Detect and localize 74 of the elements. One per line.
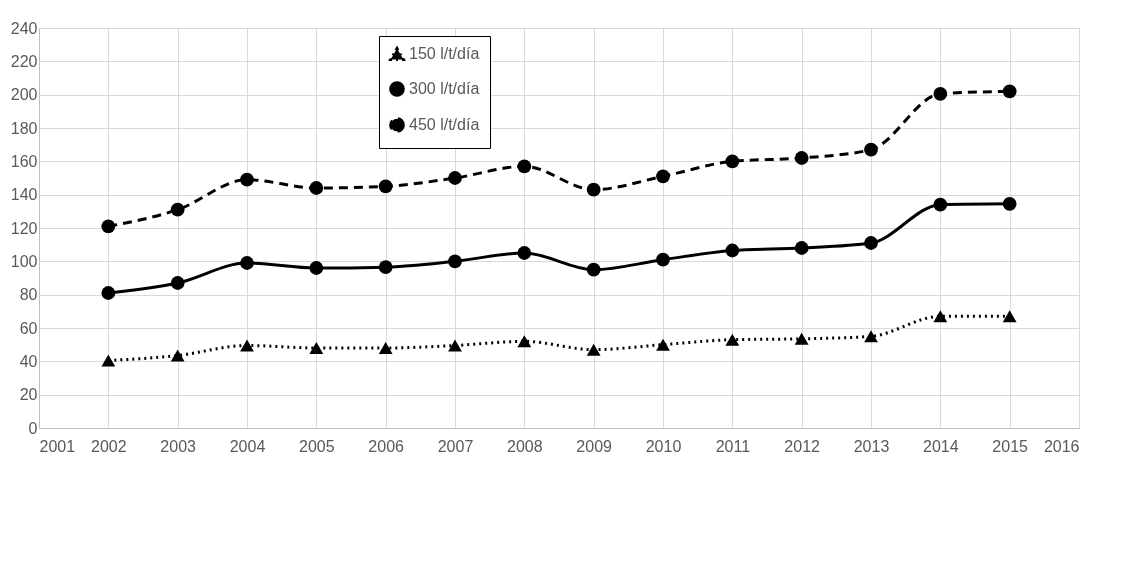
- y-tick-label: 180: [10, 119, 38, 137]
- point: [517, 159, 532, 174]
- y-tick-label: 0: [28, 419, 38, 437]
- x-tick-label: 2011: [715, 437, 751, 455]
- y-tick-label: 220: [10, 52, 38, 70]
- point: [309, 181, 324, 195]
- point: [378, 179, 393, 194]
- point: [101, 354, 116, 367]
- point: [586, 343, 601, 356]
- point: [1002, 196, 1017, 211]
- point: [864, 330, 878, 343]
- point: [794, 151, 809, 165]
- y-tick-label: 200: [10, 86, 38, 104]
- x-tick-label: 2016: [1043, 437, 1080, 455]
- point: [933, 86, 948, 101]
- point: [170, 276, 185, 290]
- y-tick-label: 80: [19, 286, 38, 304]
- y-tick-label: 120: [10, 219, 38, 237]
- point: [933, 197, 948, 212]
- y-tick-label: 160: [10, 152, 38, 170]
- point: [864, 236, 878, 250]
- x-tick-label: 2014: [923, 437, 959, 455]
- point: [378, 260, 393, 275]
- point: [794, 241, 809, 255]
- point: [586, 262, 601, 277]
- y-tick-label: 60: [19, 319, 38, 337]
- y-tick-label: 100: [10, 252, 38, 270]
- legend-label: 150 l/t/día: [409, 45, 480, 62]
- point: [170, 349, 185, 362]
- y-tick-label: 20: [19, 386, 38, 404]
- x-tick-label: 2005: [299, 437, 335, 455]
- x-tick-label: 2008: [507, 437, 543, 455]
- point: [101, 219, 116, 234]
- point: [448, 254, 462, 269]
- point: [725, 243, 740, 258]
- point: [240, 339, 254, 352]
- point: [101, 286, 116, 300]
- y-tick-label: 40: [19, 352, 38, 370]
- x-tick-label: 2004: [229, 437, 266, 455]
- point: [1002, 84, 1017, 99]
- point: [517, 335, 532, 348]
- y-tick-label: 240: [10, 19, 38, 37]
- point: [656, 169, 670, 184]
- x-tick-label: 2013: [853, 437, 890, 455]
- x-tick-label: 2010: [645, 437, 682, 455]
- y-tick-label: 140: [10, 186, 38, 204]
- point: [725, 154, 740, 169]
- point: [1002, 310, 1017, 323]
- point: [309, 261, 324, 275]
- point: [448, 171, 462, 185]
- x-tick-label: 2007: [437, 437, 474, 455]
- point: [240, 172, 254, 187]
- point: [656, 252, 670, 267]
- point: [170, 202, 185, 217]
- legend-label: 300 l/t/día: [409, 80, 480, 97]
- point: [309, 342, 324, 354]
- point: [656, 338, 670, 351]
- point: [794, 332, 809, 345]
- x-tick-label: 2002: [91, 437, 127, 455]
- x-tick-label: 2009: [576, 437, 613, 455]
- legend-label: 450 l/t/día: [409, 116, 480, 133]
- point: [725, 333, 740, 346]
- x-tick-label: 2012: [784, 437, 821, 455]
- point: [240, 256, 254, 270]
- x-tick-label: 2015: [992, 437, 1029, 455]
- point: [864, 142, 878, 157]
- point: [586, 182, 601, 197]
- x-tick-label: 2003: [160, 437, 197, 455]
- point: [448, 339, 462, 352]
- point: [378, 342, 393, 354]
- point: [517, 246, 532, 260]
- x-tick-label: 2001: [39, 437, 76, 455]
- x-tick-label: 2006: [368, 437, 405, 455]
- point: [933, 310, 948, 323]
